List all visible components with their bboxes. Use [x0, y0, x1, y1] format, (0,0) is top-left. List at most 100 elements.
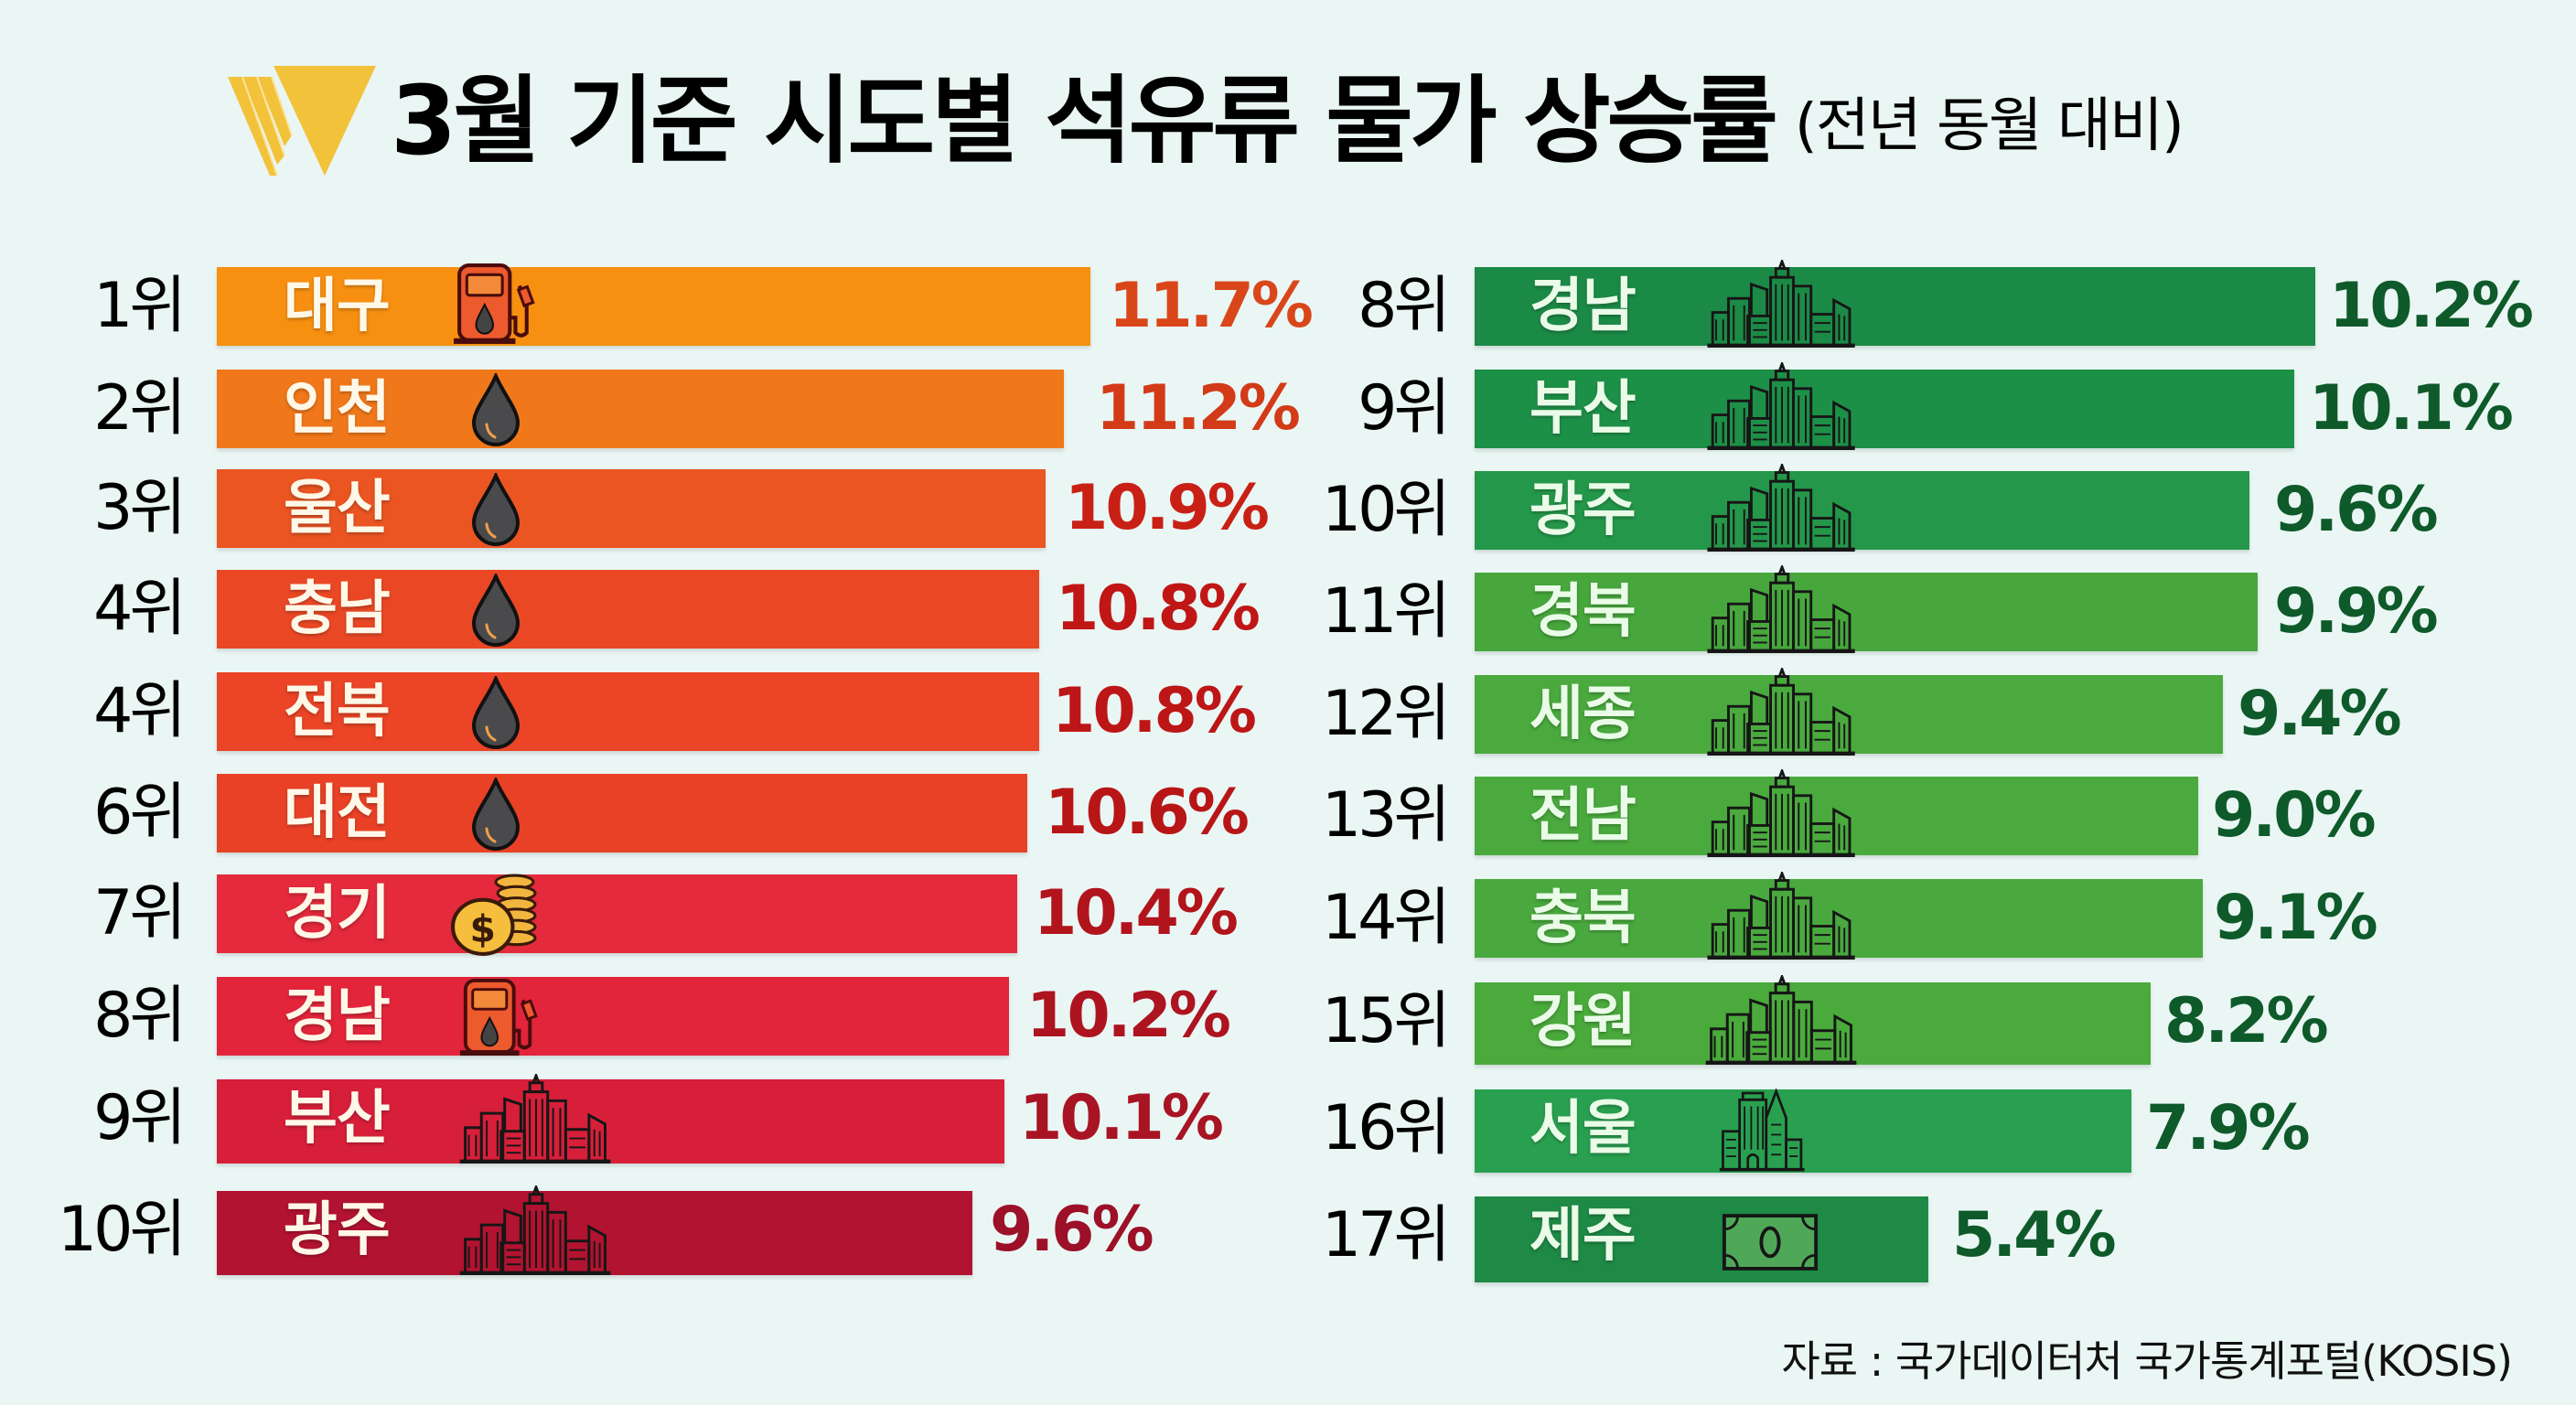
region-name: 울산 — [284, 475, 391, 542]
region-name: 부산 — [284, 1085, 391, 1153]
rank-label: 6위 — [93, 777, 187, 849]
bar — [1475, 1196, 1928, 1282]
ranking-row: 10위 광주 9.6% — [1281, 471, 2576, 550]
rank-label: 15위 — [1321, 985, 1451, 1057]
ranking-row: 4위 충남 10.8% — [0, 570, 1281, 649]
percent-value: 10.1% — [2309, 372, 2514, 445]
oil-drop-icon — [468, 473, 523, 546]
city-icon — [452, 1074, 622, 1164]
city-icon — [452, 1185, 622, 1275]
percent-value: 10.1% — [1019, 1082, 1224, 1154]
bar — [217, 267, 1090, 346]
rank-label: 11위 — [1321, 575, 1451, 648]
region-name: 광주 — [284, 1196, 391, 1264]
ranking-row: 8위 경남 10.2% — [1281, 267, 2576, 346]
percent-value: 10.6% — [1045, 777, 1250, 849]
ranking-row: 15위 강원 8.2% — [1281, 982, 2576, 1065]
percent-value: 10.2% — [1026, 980, 1231, 1052]
bar — [217, 874, 1017, 953]
ranking-row: 13위 전남 9.0% — [1281, 777, 2576, 855]
logo-icon — [228, 66, 376, 177]
region-name: 서울 — [1530, 1095, 1637, 1163]
percent-value: 10.8% — [1056, 573, 1261, 645]
bar — [217, 672, 1039, 751]
region-name: 부산 — [1530, 375, 1637, 443]
region-name: 인천 — [284, 375, 391, 443]
bar — [217, 570, 1039, 649]
percent-value: 8.2% — [2164, 985, 2329, 1057]
percent-value: 11.7% — [1109, 270, 1314, 342]
ranking-row: 3위 울산 10.9% — [0, 469, 1281, 548]
percent-value: 10.4% — [1034, 877, 1239, 949]
bar — [217, 977, 1009, 1056]
percent-value: 9.1% — [2214, 882, 2378, 954]
bar — [1475, 471, 2249, 550]
percent-value: 11.2% — [1096, 372, 1301, 445]
rank-label: 9위 — [1358, 372, 1451, 445]
bar — [217, 370, 1064, 448]
region-name: 경남 — [284, 982, 391, 1050]
percent-value: 10.9% — [1065, 472, 1270, 544]
chart-title: 3월 기준 시도별 석유류 물가 상승률 — [391, 65, 1778, 177]
city-icon — [1698, 769, 1868, 857]
region-name: 대전 — [284, 779, 391, 847]
oil-drop-icon — [468, 676, 523, 749]
bar — [217, 774, 1027, 853]
ranking-row: 2위 인천 11.2% — [0, 370, 1301, 448]
coins-icon — [446, 873, 542, 957]
fuel-pump-icon — [459, 977, 542, 1057]
rank-label: 2위 — [93, 372, 187, 445]
city-towers-icon — [1718, 1088, 1809, 1172]
percent-value: 9.0% — [2212, 779, 2377, 852]
percent-value: 9.9% — [2274, 575, 2439, 648]
percent-value: 10.8% — [1052, 675, 1257, 747]
ranking-row: 16위 서울 7.9% — [1281, 1089, 2576, 1173]
rank-label: 10위 — [1321, 474, 1451, 546]
rank-label: 9위 — [93, 1082, 187, 1154]
header: 3월 기준 시도별 석유류 물가 상승률 (전년 동월 대비) — [224, 57, 2184, 185]
banknote-icon — [1722, 1213, 1819, 1271]
ranking-row: 1위 대구 11.7% — [0, 267, 1314, 346]
percent-value: 7.9% — [2146, 1092, 2311, 1164]
ranking-row: 6위 대전 10.6% — [0, 774, 1281, 853]
region-name: 경북 — [1530, 578, 1637, 646]
percent-value: 9.6% — [2274, 474, 2439, 546]
ranking-row: 17위 제주 5.4% — [1281, 1196, 2576, 1282]
rank-label: 1위 — [93, 270, 187, 342]
rank-label: 7위 — [93, 877, 187, 949]
ranking-row: 10위 광주 9.6% — [0, 1191, 1281, 1275]
city-icon — [1698, 362, 1868, 450]
source-note: 자료 : 국가데이터처 국가통계포털(KOSIS) — [1781, 1336, 2513, 1386]
ranking-row: 14위 충북 9.1% — [1281, 879, 2576, 958]
rank-label: 13위 — [1321, 779, 1451, 852]
rank-label: 12위 — [1321, 678, 1451, 750]
percent-value: 5.4% — [1952, 1199, 2117, 1271]
city-icon — [1698, 872, 1868, 960]
ranking-row: 9위 부산 10.1% — [0, 1079, 1281, 1164]
ranking-row: 7위 경기 10.4% — [0, 874, 1281, 953]
ranking-row: 4위 전북 10.8% — [0, 672, 1281, 751]
bar — [1475, 777, 2198, 855]
chart-subtitle: (전년 동월 대비) — [1794, 92, 2184, 160]
region-name: 경기 — [284, 880, 391, 948]
region-name: 전남 — [1530, 782, 1637, 850]
region-name: 강원 — [1530, 988, 1637, 1056]
rank-label: 17위 — [1321, 1199, 1451, 1271]
bar — [217, 469, 1046, 548]
region-name: 광주 — [1530, 477, 1637, 544]
rank-label: 8위 — [93, 980, 187, 1052]
city-icon — [1698, 260, 1868, 348]
rank-label: 4위 — [93, 675, 187, 747]
bar — [1475, 267, 2315, 346]
region-name: 경남 — [1530, 273, 1637, 340]
city-icon — [1698, 565, 1868, 653]
rank-label: 16위 — [1321, 1092, 1451, 1164]
region-name: 전북 — [284, 678, 391, 745]
ranking-row: 8위 경남 10.2% — [0, 977, 1281, 1056]
region-name: 대구 — [284, 273, 391, 340]
region-name: 제주 — [1530, 1202, 1637, 1270]
bar — [1475, 370, 2294, 448]
percent-value: 9.4% — [2238, 678, 2402, 750]
oil-drop-icon — [468, 373, 523, 446]
region-name: 충북 — [1530, 885, 1637, 952]
